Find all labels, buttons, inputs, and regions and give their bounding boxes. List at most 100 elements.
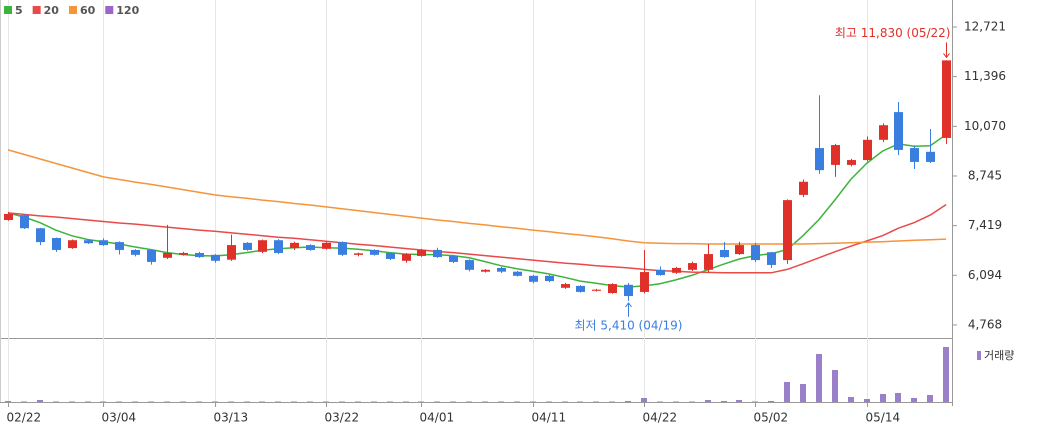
volume-bar [689,401,695,402]
y-tick-label: 7,419 [968,218,1002,232]
volume-bar [832,370,838,402]
volume-bar [291,401,297,402]
volume-bar [546,401,552,402]
candle-body [847,160,856,165]
candle-body [386,252,395,259]
candle-body [258,240,267,252]
legend-swatch [68,6,77,14]
volume-bar [244,401,250,402]
candle-body [84,240,93,244]
candle-body [815,148,824,171]
candle-body [576,285,585,292]
y-tick-label: 10,070 [964,119,1006,133]
candle-body [115,242,124,250]
x-tick-label: 05/14 [866,411,901,425]
volume-bar [116,401,122,402]
y-tick-label: 4,768 [968,317,1002,331]
volume-bar [37,400,43,402]
volume-bar [450,401,456,402]
volume-bar [403,401,409,402]
annotation: 최저 5,410 (04/19) [574,318,682,332]
x-tick-label: 02/22 [7,411,42,425]
ma-line [7,203,947,274]
annotation-arrow [625,302,632,317]
x-tick-label: 05/02 [754,411,789,425]
candle-body [656,269,665,276]
volume-legend-label: 거래량 [984,349,1014,362]
candle-body [402,254,411,261]
annotation: 최고 11,830 (05/22) [835,26,951,40]
candle-body [735,245,744,255]
annotation-arrow [943,42,950,59]
x-tick-label: 04/22 [643,411,678,425]
candle-body [163,252,172,258]
candle-body [942,60,951,138]
volume-bar [800,384,806,402]
candle-body [354,253,363,255]
candle-body [592,289,601,291]
volume-bar [736,400,742,402]
candle-body [99,240,108,246]
volume-bar [943,347,949,402]
x-tick-label: 04/01 [420,411,455,425]
x-tick-label: 03/04 [102,411,137,425]
volume-bar [482,401,488,402]
candle-body [879,125,888,140]
candle-body [799,181,808,195]
candle-body [513,271,522,276]
candle-body [672,267,681,273]
volume-bar [705,400,711,402]
candle-body [910,148,919,162]
volume-bar [927,395,933,402]
volume-bar [880,394,886,402]
volume-bar [498,401,504,402]
candle-body [704,254,713,270]
volume-bar [212,401,218,402]
candle-body [751,245,760,261]
legend-swatch [105,6,114,14]
volume-bar [355,401,361,402]
candle-body [417,249,426,256]
volume-bar [895,393,901,402]
candle-body [767,252,776,265]
volume-bar [657,401,663,402]
candle-body [52,237,61,250]
candle-body [863,139,872,161]
volume-bar [180,401,186,402]
volume-bar [21,401,27,402]
candle-body [720,249,729,258]
legend-label: 5 [15,4,23,17]
candle-body [274,240,283,253]
volume-bar [530,401,536,402]
volume-bar [5,401,11,402]
candle-body [497,267,506,272]
candle-body [433,249,442,258]
candle-body [545,275,554,282]
candle-body [894,112,903,150]
volume-bar [339,401,345,402]
candle-body [561,284,570,288]
candle-body [306,245,315,250]
candle-body [20,215,29,229]
y-tick-label: 6,094 [968,268,1002,282]
volume-bar [911,398,917,402]
volume-bar [275,401,281,402]
legend-label: 20 [44,4,60,17]
volume-bar [721,401,727,402]
candle-body [608,284,617,294]
candle-body [147,249,156,262]
volume-bar [148,401,154,402]
y-tick-label: 12,721 [964,20,1006,34]
candle-body [624,284,633,297]
x-tick-label: 03/22 [325,411,360,425]
legend-label: 60 [80,4,96,17]
volume-bar [164,401,170,402]
volume-bar [196,401,202,402]
volume-bar [259,401,265,402]
candle-body [926,151,935,162]
volume-bar [434,401,440,402]
volume-bar [514,401,520,402]
candle-body [481,269,490,272]
